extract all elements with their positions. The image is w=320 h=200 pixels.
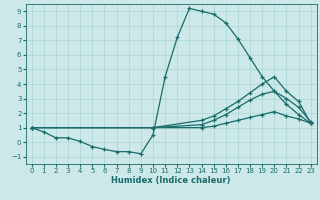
X-axis label: Humidex (Indice chaleur): Humidex (Indice chaleur) — [111, 176, 231, 185]
